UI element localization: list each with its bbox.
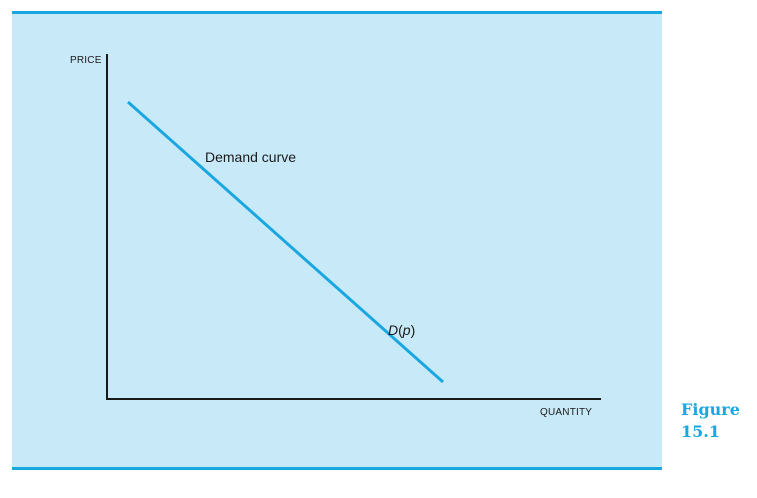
figure-caption-word: Figure [681, 400, 740, 419]
figure-panel [12, 11, 662, 470]
demand-function-label: D(p) [388, 322, 415, 338]
top-rule [12, 11, 662, 14]
x-axis-label: QUANTITY [540, 407, 592, 418]
function-name: D [388, 322, 398, 338]
demand-curve-label: Demand curve [205, 149, 296, 165]
function-argument: p [402, 322, 411, 338]
function-open-paren: ( [398, 322, 403, 338]
demand-curve-line [127, 100, 444, 384]
y-axis-label: PRICE [70, 55, 102, 66]
function-close-paren: ) [411, 322, 416, 338]
figure-caption-number: 15.1 [681, 422, 720, 441]
figure-caption: Figure 15.1 [681, 399, 740, 443]
bottom-rule [12, 467, 662, 470]
